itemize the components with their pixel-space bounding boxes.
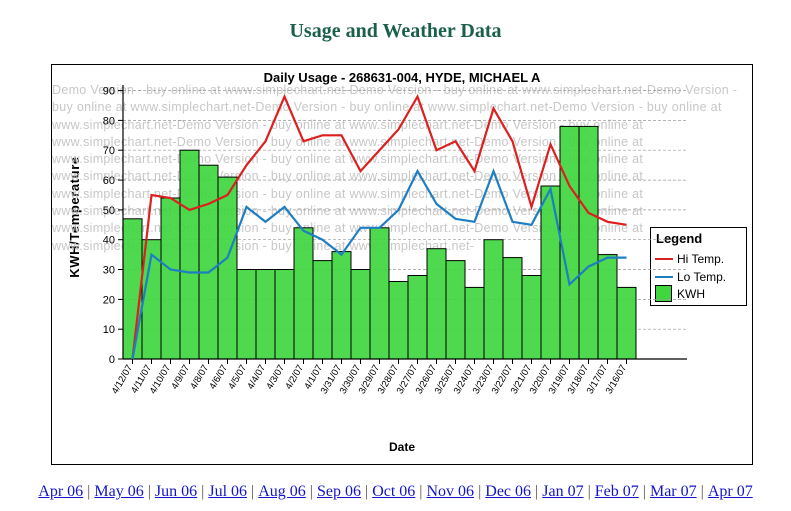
svg-text:10: 10	[103, 324, 115, 336]
svg-text:20: 20	[103, 294, 115, 306]
svg-text:90: 90	[103, 86, 115, 98]
svg-text:50: 50	[103, 205, 115, 217]
svg-text:0: 0	[109, 354, 115, 366]
svg-text:80: 80	[103, 115, 115, 127]
svg-text:70: 70	[103, 145, 115, 157]
svg-text:60: 60	[103, 175, 115, 187]
svg-text:40: 40	[103, 235, 115, 247]
svg-text:30: 30	[103, 265, 115, 277]
